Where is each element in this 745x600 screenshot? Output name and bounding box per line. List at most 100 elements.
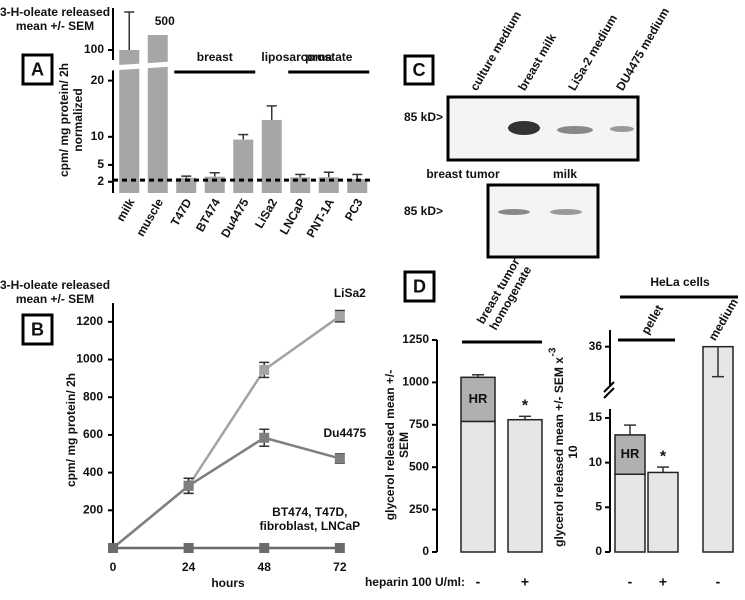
y-tick-label: 20 [91, 73, 105, 87]
y-axis-label: cpm/ mg protein/ 2h normalized [57, 63, 85, 178]
x-tick-label: T47D [168, 196, 195, 229]
x-tick-label: 48 [258, 560, 272, 574]
group-label: prostate [305, 50, 353, 64]
chart-title: 3-H-oleate released mean +/- SEM [0, 278, 111, 306]
marker [334, 453, 345, 464]
series-line [112, 436, 341, 549]
error-bar [209, 172, 220, 177]
bar [647, 471, 679, 553]
x-tick-label: muscle [133, 196, 166, 239]
chart-title: HeLa cells [650, 275, 710, 290]
bar [119, 50, 140, 193]
y-tick-label: 36 [589, 339, 603, 353]
error-bar [323, 171, 334, 178]
panel-letter: B [31, 319, 44, 339]
lane-label: culture medium [467, 9, 524, 93]
bar [702, 345, 734, 553]
blot-frame [446, 95, 640, 162]
y-tick-label: 200 [83, 502, 103, 516]
y-tick-label: 5 [97, 157, 104, 171]
y-tick-label: 100 [84, 42, 104, 56]
error-bar [181, 175, 192, 178]
panel-letter: C [413, 60, 426, 80]
bar [347, 178, 368, 193]
y-tick-label: 10 [91, 129, 105, 143]
panel-letter: A [31, 59, 44, 79]
bar [147, 35, 168, 193]
y-axis-label: cpm/ mg protein/ 2h [64, 373, 79, 488]
lane-label: LiSa-2 medium [565, 12, 620, 93]
segment-label: HR [621, 446, 640, 461]
blot-band [557, 126, 593, 134]
blot-frame [486, 183, 600, 259]
x-tick-label: 72 [333, 560, 347, 574]
y-tick-label: 1000 [76, 352, 103, 366]
y-tick-label: 500 [409, 459, 429, 473]
error-bar [657, 466, 669, 473]
axis-break [603, 387, 615, 399]
bar-segment [460, 376, 496, 423]
y-tick-label: 2 [97, 174, 104, 188]
series-label: BT474, T47D, fibroblast, LNCaP [259, 505, 361, 533]
x-tick-label: - [716, 574, 721, 590]
x-tick-label: LiSa2 [252, 196, 280, 231]
series-label: Du4475 [323, 426, 367, 441]
group-label: liposarcoma [261, 50, 332, 64]
y-tick-label: 1000 [402, 375, 429, 389]
x-tick-label: 0 [110, 560, 117, 574]
bar [204, 176, 225, 193]
blot-band [610, 126, 634, 132]
panel-letter: D [413, 276, 426, 296]
marker [108, 543, 118, 553]
bar [614, 473, 646, 553]
y-tick-label: 0 [422, 544, 429, 558]
error-bar [712, 346, 724, 378]
x-tick-label: PC3 [342, 196, 366, 223]
marker [334, 543, 345, 553]
y-tick-label: 1200 [76, 314, 103, 328]
blot-band [498, 209, 530, 215]
marker [334, 311, 345, 322]
marker [259, 364, 270, 375]
marker [183, 480, 194, 491]
value-label: 500 [155, 14, 175, 28]
bar-segment [614, 434, 646, 475]
lane-label: breast milk [515, 31, 559, 93]
x-tick-label: + [659, 574, 667, 590]
bar [176, 177, 197, 193]
size-marker: 85 kD> [404, 204, 443, 218]
marker [259, 543, 270, 553]
bar [261, 119, 282, 193]
x-tick-label: BT474 [193, 196, 223, 234]
x-tick-label: PNT-1A [304, 196, 338, 240]
error-bar [266, 105, 277, 120]
panel-letter-box [403, 270, 436, 303]
blot-band [550, 209, 582, 215]
x-tick-label: Du4475 [218, 196, 252, 240]
x-tick-label: - [476, 574, 481, 590]
panel-letter-box [21, 53, 54, 86]
x-tick-label: 24 [182, 560, 196, 574]
y-tick-label: 400 [83, 465, 103, 479]
chart-title: 3-H-oleate released mean +/- SEM [0, 5, 111, 33]
y-tick-label: 250 [409, 502, 429, 516]
x-axis-label: hours [211, 576, 245, 591]
x-tick-label: - [628, 574, 633, 590]
blot-band [508, 121, 540, 135]
bar [233, 139, 254, 193]
error-bar [124, 11, 135, 50]
x-tick-label: milk [113, 196, 137, 224]
annotation: * [660, 448, 667, 465]
lane-label: milk [553, 167, 577, 181]
error-bar [238, 133, 249, 140]
annotation: * [522, 398, 529, 415]
error-bar [624, 424, 636, 435]
y-tick-label: 600 [83, 427, 103, 441]
y-tick-label: 750 [409, 417, 429, 431]
group-label: breast [197, 50, 233, 64]
x-tick-label: + [521, 574, 529, 590]
panel-letter-box [21, 313, 54, 346]
y-tick-label: 1250 [402, 332, 429, 346]
segment-label: HR [469, 391, 488, 406]
